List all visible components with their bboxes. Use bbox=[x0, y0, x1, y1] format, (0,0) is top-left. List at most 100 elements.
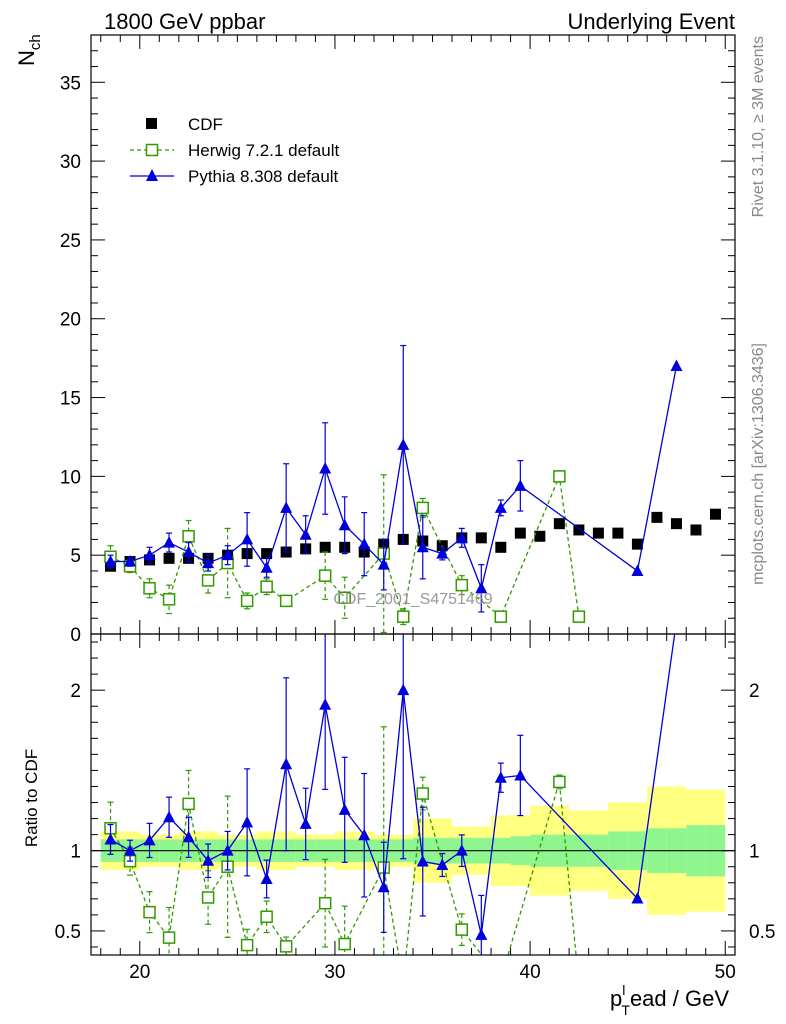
pythia-point-main-6 bbox=[221, 548, 234, 561]
pythia-point-ratio-17 bbox=[436, 858, 449, 871]
pythia-point-main-22 bbox=[631, 564, 644, 576]
chart-title-left: 1800 GeV ppbar bbox=[104, 9, 265, 34]
pythia-point-ratio-12 bbox=[338, 803, 351, 815]
herwig-point-ratio-3 bbox=[162, 931, 176, 944]
herwig-point-ratio-4 bbox=[182, 797, 195, 811]
herwig-point-main-10 bbox=[318, 569, 332, 582]
legend-label-herwig: Herwig 7.2.1 default bbox=[188, 141, 339, 160]
axes-layer: 20 30 40 50 0 5 10 15 20 25 30 35 0.5 0.5 1 1 2 2 bbox=[55, 34, 775, 983]
pythia-point-main-5 bbox=[202, 556, 215, 569]
pythia-point-ratio-9 bbox=[280, 757, 293, 770]
pythia-point-main-4 bbox=[182, 545, 195, 558]
legend-marker-pythia bbox=[146, 169, 158, 181]
cdf-point-19 bbox=[475, 532, 487, 544]
pythia-point-main-16 bbox=[416, 540, 429, 553]
pythia-point-main-11 bbox=[319, 461, 332, 474]
pythia-point-ratio-23 bbox=[670, 615, 682, 627]
herwig-point-main-15 bbox=[455, 578, 469, 592]
cdf-point-22 bbox=[534, 530, 546, 542]
herwig-point-main-14 bbox=[416, 501, 430, 515]
herwig-point-main-2 bbox=[143, 582, 156, 595]
herwig-point-main-8 bbox=[260, 580, 273, 593]
ytick-main-label-4: 20 bbox=[60, 310, 81, 331]
main-plot-marks bbox=[104, 344, 721, 634]
pythia-point-main-12 bbox=[338, 518, 351, 531]
ytick-main-label-0: 0 bbox=[70, 625, 81, 646]
pythia-point-main-18 bbox=[455, 531, 468, 543]
herwig-point-ratio-18 bbox=[573, 979, 584, 990]
cdf-point-31 bbox=[709, 508, 721, 520]
xtick-label-3: 50 bbox=[715, 962, 736, 983]
pythia-point-main-10 bbox=[299, 528, 312, 540]
ytick-ratio-label-right-1: 1 bbox=[749, 842, 760, 863]
herwig-point-ratio-7 bbox=[240, 938, 254, 952]
pythia-point-ratio-3 bbox=[163, 810, 176, 823]
pythia-point-ratio-20 bbox=[494, 771, 507, 783]
pythia-point-ratio-6 bbox=[221, 844, 234, 856]
pythia-point-main-9 bbox=[280, 501, 293, 513]
herwig-point-ratio-17 bbox=[553, 775, 566, 789]
herwig-point-main-16 bbox=[494, 610, 508, 623]
ytick-main-label-1: 5 bbox=[70, 546, 81, 567]
ratio-plot-frame bbox=[90, 633, 736, 956]
svg-text:Nch: Nch bbox=[14, 34, 44, 66]
ytick-ratio-label-left-1: 1 bbox=[70, 842, 81, 863]
herwig-point-ratio-13 bbox=[398, 976, 409, 987]
ytick-ratio-label-right-2: 2 bbox=[749, 681, 760, 702]
ytick-main-label-3: 15 bbox=[60, 389, 81, 410]
pythia-point-main-14 bbox=[377, 558, 390, 570]
pythia-line-main bbox=[110, 365, 678, 591]
ylabel-main: Nch bbox=[14, 34, 44, 66]
watermark: CDF_2001_S4751469 bbox=[333, 591, 492, 608]
ytick-main-label-2: 10 bbox=[60, 467, 81, 488]
xlabel-superscript: l bbox=[622, 982, 625, 998]
pythia-point-ratio-7 bbox=[241, 815, 254, 828]
cdf-point-29 bbox=[670, 518, 682, 530]
legend-label-pythia: Pythia 8.308 default bbox=[188, 167, 339, 186]
herwig-point-ratio-11 bbox=[338, 937, 351, 951]
herwig-point-main-4 bbox=[182, 530, 195, 543]
legend-label-cdf: CDF bbox=[188, 115, 223, 134]
pythia-point-main-0 bbox=[104, 554, 117, 567]
xlabel-rest: ead / GeV bbox=[630, 986, 729, 1011]
pythia-point-ratio-11 bbox=[319, 698, 332, 710]
herwig-point-main-13 bbox=[396, 610, 410, 623]
pythia-point-main-13 bbox=[358, 537, 371, 550]
legend-marker-cdf bbox=[146, 118, 157, 129]
mcplots-label: mcplots.cern.ch [arXiv:1306.3436] bbox=[750, 343, 767, 585]
xtick-label-1: 30 bbox=[324, 962, 345, 983]
cdf-point-25 bbox=[592, 527, 604, 539]
marks-layer bbox=[104, 344, 721, 990]
cdf-point-8 bbox=[261, 548, 273, 560]
xtick-label-2: 40 bbox=[520, 962, 541, 983]
pythia-point-ratio-1 bbox=[124, 844, 137, 856]
cdf-point-23 bbox=[553, 518, 565, 530]
pythia-point-ratio-4 bbox=[182, 830, 195, 843]
ytick-ratio-label-right-0: 0.5 bbox=[749, 922, 775, 943]
ytick-main-label-5: 25 bbox=[60, 231, 81, 252]
pythia-point-ratio-19 bbox=[475, 928, 488, 940]
cdf-point-30 bbox=[690, 524, 702, 536]
herwig-point-main-9 bbox=[279, 594, 293, 608]
cdf-point-21 bbox=[514, 527, 526, 539]
ytick-ratio-label-left-0: 0.5 bbox=[55, 922, 81, 943]
pythia-point-main-23 bbox=[670, 359, 683, 372]
pythia-point-main-21 bbox=[514, 479, 527, 491]
pythia-point-main-7 bbox=[241, 532, 254, 545]
pythia-point-ratio-22 bbox=[631, 892, 644, 904]
herwig-point-ratio-2 bbox=[143, 905, 156, 919]
ylabel-main-text: N bbox=[14, 50, 39, 66]
xlabel-main: p bbox=[610, 986, 622, 1011]
pythia-point-ratio-16 bbox=[416, 855, 429, 867]
legend: CDF Herwig 7.2.1 default Pythia 8.308 de… bbox=[130, 115, 339, 186]
herwig-point-ratio-16 bbox=[495, 974, 506, 985]
xlabel: pl Tead / GeV bbox=[610, 982, 729, 1018]
xtick-label-0: 20 bbox=[129, 962, 150, 983]
ytick-main-label-7: 35 bbox=[60, 73, 81, 94]
herwig-point-ratio-8 bbox=[260, 910, 273, 924]
pythia-point-main-17 bbox=[436, 547, 449, 559]
pythia-point-main-3 bbox=[163, 536, 176, 548]
pythia-point-main-20 bbox=[494, 501, 507, 513]
cdf-point-24 bbox=[573, 524, 585, 536]
